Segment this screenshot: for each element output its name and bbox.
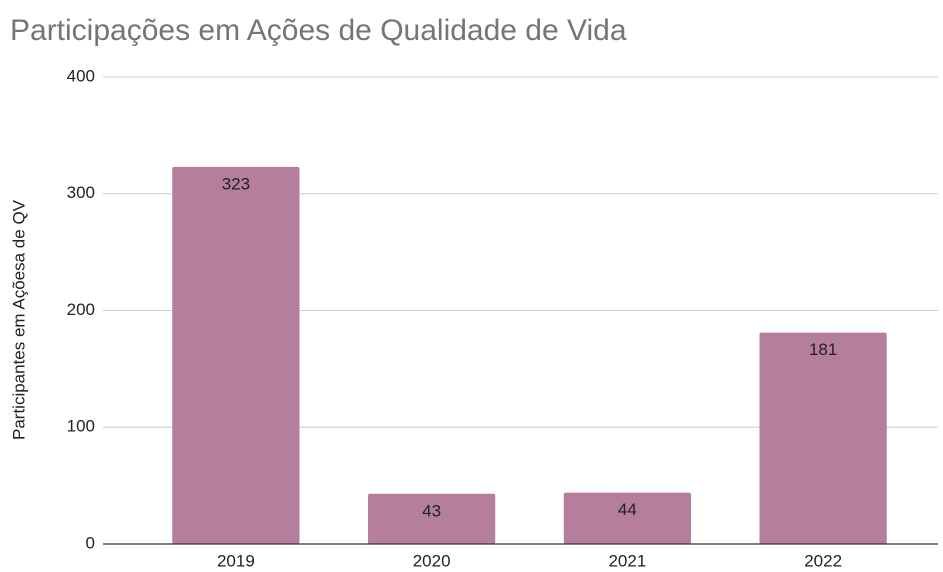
data-label: 43 <box>422 501 441 520</box>
x-tick-label: 2022 <box>804 551 842 570</box>
bar <box>759 332 887 544</box>
data-label: 44 <box>618 500 637 519</box>
x-tick-label: 2021 <box>608 551 646 570</box>
y-tick-label: 400 <box>67 66 95 85</box>
y-tick-label: 200 <box>67 300 95 319</box>
x-tick-label: 2020 <box>413 551 451 570</box>
y-axis-label: Participantes em Açõesa de QV <box>9 199 28 440</box>
bar <box>368 493 496 544</box>
x-tick-label: 2019 <box>217 551 255 570</box>
data-label: 323 <box>222 174 250 193</box>
y-tick-label: 100 <box>67 417 95 436</box>
bar <box>563 492 691 544</box>
bar <box>172 166 300 544</box>
y-tick-label: 0 <box>86 533 95 552</box>
data-label: 181 <box>809 340 837 359</box>
y-tick-label: 300 <box>67 183 95 202</box>
chart-title: Participações em Ações de Qualidade de V… <box>10 14 627 47</box>
